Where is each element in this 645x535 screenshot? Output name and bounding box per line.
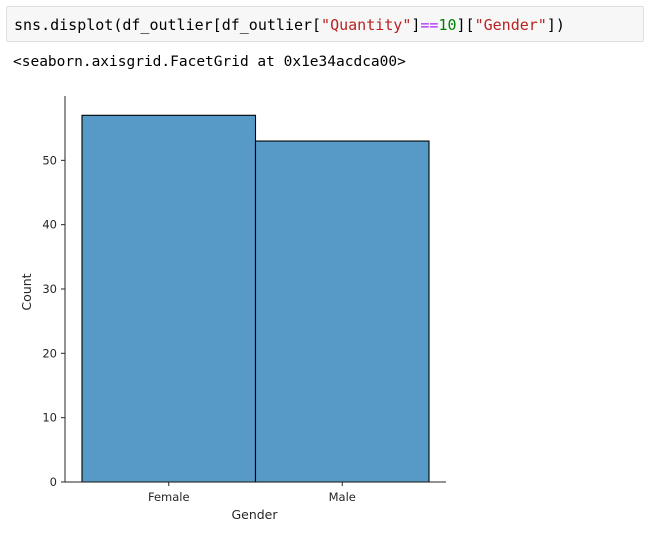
y-tick-label: 10	[42, 411, 57, 425]
y-tick-label: 30	[42, 282, 57, 296]
y-axis-label: Count	[19, 273, 34, 310]
y-tick-label: 40	[42, 218, 57, 232]
code-token-str: "Quantity"	[321, 16, 412, 34]
x-tick-label: Female	[148, 490, 190, 504]
x-axis-label: Gender	[231, 507, 278, 522]
x-tick-label: Male	[329, 490, 356, 504]
code-token-plain: ])	[546, 16, 565, 34]
code-token-plain: ][	[456, 16, 475, 34]
code-token-op: ==	[420, 16, 439, 34]
code-token-plain: sns.displot(df_outlier[df_outlier[	[14, 16, 322, 34]
y-tick-label: 0	[50, 475, 57, 489]
y-tick-label: 20	[42, 346, 57, 360]
bar-male	[254, 140, 430, 483]
chart-svg: 0 10 20 30 40 50 Female Male Gender Count	[19, 96, 446, 522]
code-token-num: 10	[438, 16, 457, 34]
code-cell-input[interactable]: sns.displot(df_outlier[df_outlier["Quant…	[6, 6, 644, 42]
y-tick-label: 50	[42, 153, 57, 167]
histogram-plot: 0 10 20 30 40 50 Female Male Gender Count	[0, 86, 645, 535]
output-repr: <seaborn.axisgrid.FacetGrid at 0x1e34acd…	[13, 54, 406, 70]
code-token-plain: ]	[411, 16, 421, 34]
code-token-str: "Gender"	[474, 16, 547, 34]
bar-female	[81, 114, 257, 483]
